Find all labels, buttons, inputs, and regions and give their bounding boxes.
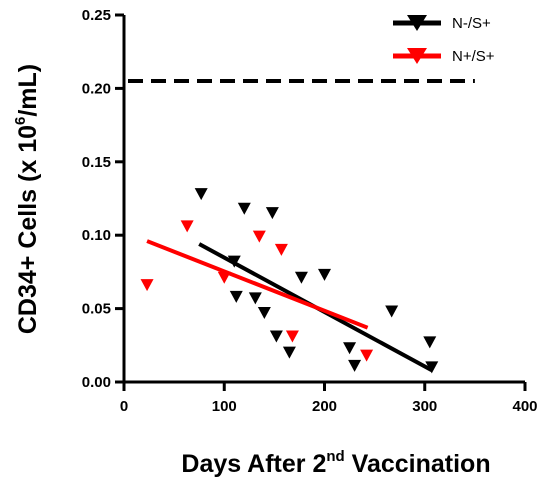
x-axis-title-main: Days After 2: [181, 450, 326, 478]
data-point-series-0: [425, 361, 439, 374]
data-point-series-0: [348, 359, 362, 372]
y-axis-title-tail: /mL): [14, 64, 42, 117]
data-point-series-0: [229, 290, 243, 303]
data-point-series-1: [285, 330, 299, 343]
data-point-series-1: [274, 243, 288, 256]
trend-line-series-1: [146, 239, 369, 330]
y-tick-label: 0.25: [82, 7, 111, 24]
x-tick-label: 200: [312, 398, 337, 415]
x-tick-label: 100: [212, 398, 237, 415]
data-point-series-1: [217, 271, 231, 284]
legend-marker-series-0: [407, 15, 427, 31]
data-point-series-0: [294, 271, 308, 284]
data-point-series-1: [180, 220, 194, 233]
y-tick-label: 0.20: [82, 80, 111, 97]
axes: 0.00 0.05 0.10 0.15 0.20 0.25 0 100 200 300 400: [82, 7, 538, 415]
data-point-series-1: [360, 349, 374, 362]
data-point-series-0: [423, 336, 437, 349]
data-point-series-0: [385, 305, 399, 318]
y-axis-title-main: CD34+ Cells (x 10: [14, 125, 42, 334]
x-axis-title: Days After 2nd Vaccination: [181, 448, 490, 478]
data-point-series-1: [140, 279, 154, 292]
y-tick-label: 0.00: [82, 374, 111, 391]
trend-line-layer: [146, 239, 433, 373]
x-axis-title-superscript: nd: [326, 448, 344, 465]
data-point-series-0: [343, 342, 357, 355]
legend: N-/S+ N+/S+: [393, 15, 495, 65]
x-axis-title-tail: Vaccination: [345, 450, 491, 478]
legend-label-series-0: N-/S+: [452, 15, 491, 32]
data-point-layer: [140, 188, 439, 374]
data-point-series-0: [269, 330, 283, 343]
data-point-series-0: [257, 307, 271, 320]
data-point-series-0: [237, 202, 251, 215]
data-point-series-0: [318, 268, 331, 281]
y-tick-label: 0.05: [82, 301, 111, 318]
y-axis-title-superscript: 6: [12, 117, 29, 125]
x-tick-label: 400: [512, 398, 537, 415]
data-point-series-0: [282, 346, 296, 359]
data-point-series-0: [248, 292, 262, 305]
data-point-series-0: [227, 255, 241, 268]
data-point-series-0: [194, 188, 208, 201]
x-tick-label: 300: [412, 398, 437, 415]
x-tick-label: 0: [120, 398, 128, 415]
legend-marker-series-1: [407, 48, 427, 64]
data-point-series-1: [252, 230, 266, 243]
y-tick-label: 0.10: [82, 227, 111, 244]
y-tick-label: 0.15: [82, 154, 111, 171]
data-point-series-0: [265, 207, 279, 220]
legend-label-series-1: N+/S+: [452, 48, 495, 65]
y-axis-title: CD34+ Cells (x 106/mL): [12, 64, 42, 334]
